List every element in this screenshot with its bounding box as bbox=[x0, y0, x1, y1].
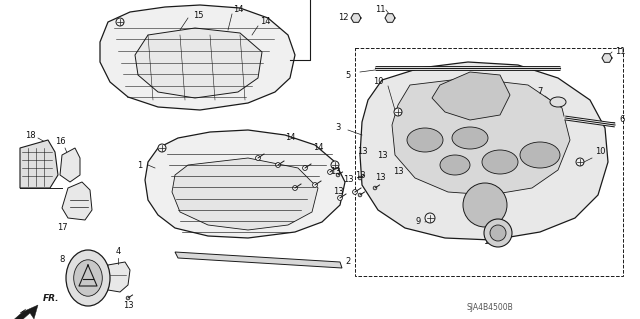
Text: 4: 4 bbox=[115, 248, 120, 256]
Circle shape bbox=[338, 196, 342, 200]
Ellipse shape bbox=[520, 142, 560, 168]
Polygon shape bbox=[100, 5, 295, 110]
Circle shape bbox=[373, 186, 377, 190]
Circle shape bbox=[484, 219, 512, 247]
Text: 10: 10 bbox=[372, 78, 383, 86]
Polygon shape bbox=[385, 14, 395, 22]
Text: 6: 6 bbox=[620, 115, 625, 124]
Text: 13: 13 bbox=[333, 188, 343, 197]
Text: 18: 18 bbox=[25, 130, 35, 139]
Polygon shape bbox=[175, 252, 342, 268]
Text: 12: 12 bbox=[338, 13, 348, 23]
Polygon shape bbox=[351, 14, 361, 22]
Ellipse shape bbox=[452, 127, 488, 149]
Circle shape bbox=[303, 166, 307, 170]
Text: 13: 13 bbox=[342, 175, 353, 184]
Polygon shape bbox=[105, 262, 130, 292]
Text: 13: 13 bbox=[393, 167, 403, 176]
Circle shape bbox=[116, 18, 124, 26]
Text: 14: 14 bbox=[313, 144, 323, 152]
Text: 2: 2 bbox=[346, 257, 351, 266]
Ellipse shape bbox=[482, 150, 518, 174]
Text: 13: 13 bbox=[377, 151, 387, 160]
Text: 10: 10 bbox=[595, 147, 605, 157]
Text: 17: 17 bbox=[57, 224, 67, 233]
Text: 13: 13 bbox=[123, 300, 133, 309]
Polygon shape bbox=[20, 140, 58, 188]
Ellipse shape bbox=[74, 260, 102, 296]
Text: 13: 13 bbox=[374, 174, 385, 182]
Polygon shape bbox=[60, 148, 80, 182]
Circle shape bbox=[255, 156, 260, 160]
Circle shape bbox=[158, 144, 166, 152]
Circle shape bbox=[425, 213, 435, 223]
Circle shape bbox=[276, 163, 280, 167]
Ellipse shape bbox=[440, 155, 470, 175]
Text: 14: 14 bbox=[260, 18, 270, 26]
Circle shape bbox=[353, 189, 357, 194]
Text: 9: 9 bbox=[415, 218, 420, 226]
Ellipse shape bbox=[407, 128, 443, 152]
Circle shape bbox=[312, 182, 317, 187]
Text: 11: 11 bbox=[615, 48, 625, 56]
Polygon shape bbox=[602, 54, 612, 62]
Ellipse shape bbox=[66, 250, 110, 306]
Text: 1: 1 bbox=[138, 160, 143, 169]
Text: 13: 13 bbox=[355, 170, 365, 180]
Polygon shape bbox=[62, 182, 92, 220]
Text: 16: 16 bbox=[54, 137, 65, 146]
Circle shape bbox=[331, 161, 339, 169]
Text: 3: 3 bbox=[335, 123, 340, 132]
Bar bbox=[355, 48, 623, 276]
Polygon shape bbox=[172, 158, 318, 230]
Polygon shape bbox=[145, 130, 345, 238]
Text: 14: 14 bbox=[233, 5, 243, 14]
Circle shape bbox=[126, 296, 130, 300]
Text: SJA4B4500B: SJA4B4500B bbox=[467, 303, 513, 313]
Circle shape bbox=[463, 183, 507, 227]
Text: 7: 7 bbox=[538, 87, 543, 97]
Polygon shape bbox=[432, 72, 510, 120]
Circle shape bbox=[358, 193, 362, 197]
Polygon shape bbox=[135, 28, 262, 98]
Text: 13: 13 bbox=[330, 167, 340, 176]
Text: 19: 19 bbox=[483, 238, 493, 247]
Text: 13: 13 bbox=[356, 147, 367, 157]
Text: 14: 14 bbox=[285, 133, 295, 143]
Polygon shape bbox=[10, 305, 38, 319]
Polygon shape bbox=[392, 78, 570, 195]
Circle shape bbox=[490, 225, 506, 241]
Circle shape bbox=[328, 170, 332, 174]
Circle shape bbox=[394, 108, 402, 116]
Text: 15: 15 bbox=[193, 11, 204, 19]
Ellipse shape bbox=[550, 97, 566, 107]
Circle shape bbox=[292, 186, 298, 190]
Text: FR.: FR. bbox=[43, 294, 60, 303]
Text: 5: 5 bbox=[346, 70, 351, 79]
Text: 8: 8 bbox=[60, 256, 65, 264]
Polygon shape bbox=[360, 62, 608, 240]
Circle shape bbox=[358, 176, 362, 180]
Text: 11: 11 bbox=[375, 5, 385, 14]
Circle shape bbox=[576, 158, 584, 166]
Circle shape bbox=[336, 173, 340, 177]
